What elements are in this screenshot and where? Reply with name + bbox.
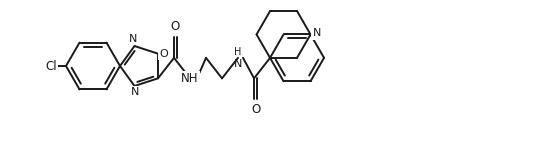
Text: N: N [129,34,138,44]
Text: O: O [171,20,180,33]
Text: NH: NH [181,72,199,85]
Text: O: O [159,49,168,59]
Text: O: O [251,103,260,116]
Text: N: N [234,59,242,69]
Text: Cl: Cl [45,60,57,72]
Text: N: N [312,28,321,38]
Text: H: H [234,47,242,57]
Text: N: N [131,87,140,97]
